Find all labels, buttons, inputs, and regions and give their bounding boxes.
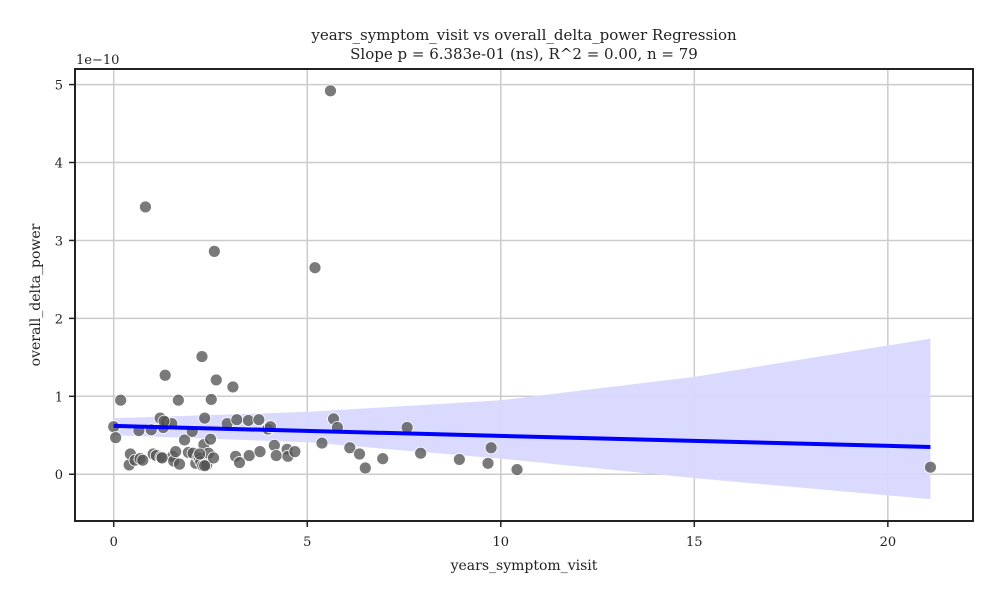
data-point: [242, 449, 256, 462]
data-point: [269, 449, 283, 462]
data-point: [207, 244, 221, 258]
data-point: [198, 459, 212, 473]
x-tick-label: 15: [686, 535, 703, 550]
confidence-band-layer: [113, 338, 931, 500]
data-point: [198, 411, 212, 425]
scatter-points: [107, 84, 937, 476]
chart-title-line2: Slope p = 6.383e-01 (ns), R^2 = 0.00, n …: [350, 45, 698, 63]
data-point: [358, 461, 372, 475]
data-point: [324, 84, 337, 98]
data-point: [252, 413, 266, 427]
data-point: [204, 432, 217, 446]
grid: [75, 69, 973, 521]
data-point: [376, 452, 390, 466]
chart-title-line1: years_symptom_visit vs overall_delta_pow…: [310, 26, 737, 44]
data-point: [510, 463, 524, 476]
data-point: [139, 200, 152, 214]
data-point: [226, 380, 240, 394]
data-point: [173, 457, 186, 471]
plot-frame: [74, 68, 974, 522]
data-point: [315, 436, 329, 450]
data-point: [155, 451, 169, 465]
y-tick-label: 2: [55, 312, 63, 327]
x-tick-label: 20: [880, 535, 897, 550]
data-point: [114, 393, 128, 407]
data-point: [481, 456, 495, 470]
data-point: [209, 373, 223, 387]
x-tick-label: 0: [110, 535, 118, 550]
data-point: [343, 441, 357, 455]
data-point: [452, 453, 466, 466]
data-point: [353, 447, 366, 461]
y-tick-label: 1: [55, 390, 63, 405]
y-axis-offset-label: 1e−10: [76, 53, 119, 68]
x-tick-label: 5: [303, 535, 311, 550]
confidence-band: [113, 338, 931, 500]
data-point: [193, 447, 207, 461]
data-point: [195, 350, 209, 363]
data-point: [207, 451, 220, 465]
data-point: [136, 453, 150, 467]
data-point: [233, 456, 246, 469]
data-point: [924, 460, 937, 474]
y-tick-label: 4: [55, 157, 63, 172]
y-tick-label: 3: [55, 234, 63, 249]
data-point: [109, 431, 123, 445]
y-axis-label: overall_delta_power: [28, 223, 44, 366]
data-point: [158, 368, 172, 382]
data-point: [230, 413, 244, 427]
data-point: [169, 445, 183, 459]
data-point: [253, 445, 267, 459]
data-point: [204, 393, 218, 406]
data-point: [484, 441, 498, 455]
data-point: [414, 446, 428, 460]
regression-line: [113, 423, 931, 449]
data-point: [308, 261, 322, 275]
y-tick-label: 0: [55, 468, 63, 483]
y-tick-label: 5: [55, 79, 63, 94]
x-tick-label: 10: [493, 535, 510, 550]
data-point: [178, 433, 191, 447]
x-axis-label: years_symptom_visit: [450, 558, 598, 574]
axis-ticks: 0 5 10 15 20 0 1 2 3 4 5: [55, 79, 896, 550]
data-point: [288, 445, 302, 459]
data-point: [171, 393, 185, 407]
regression-line-layer: [113, 423, 931, 449]
